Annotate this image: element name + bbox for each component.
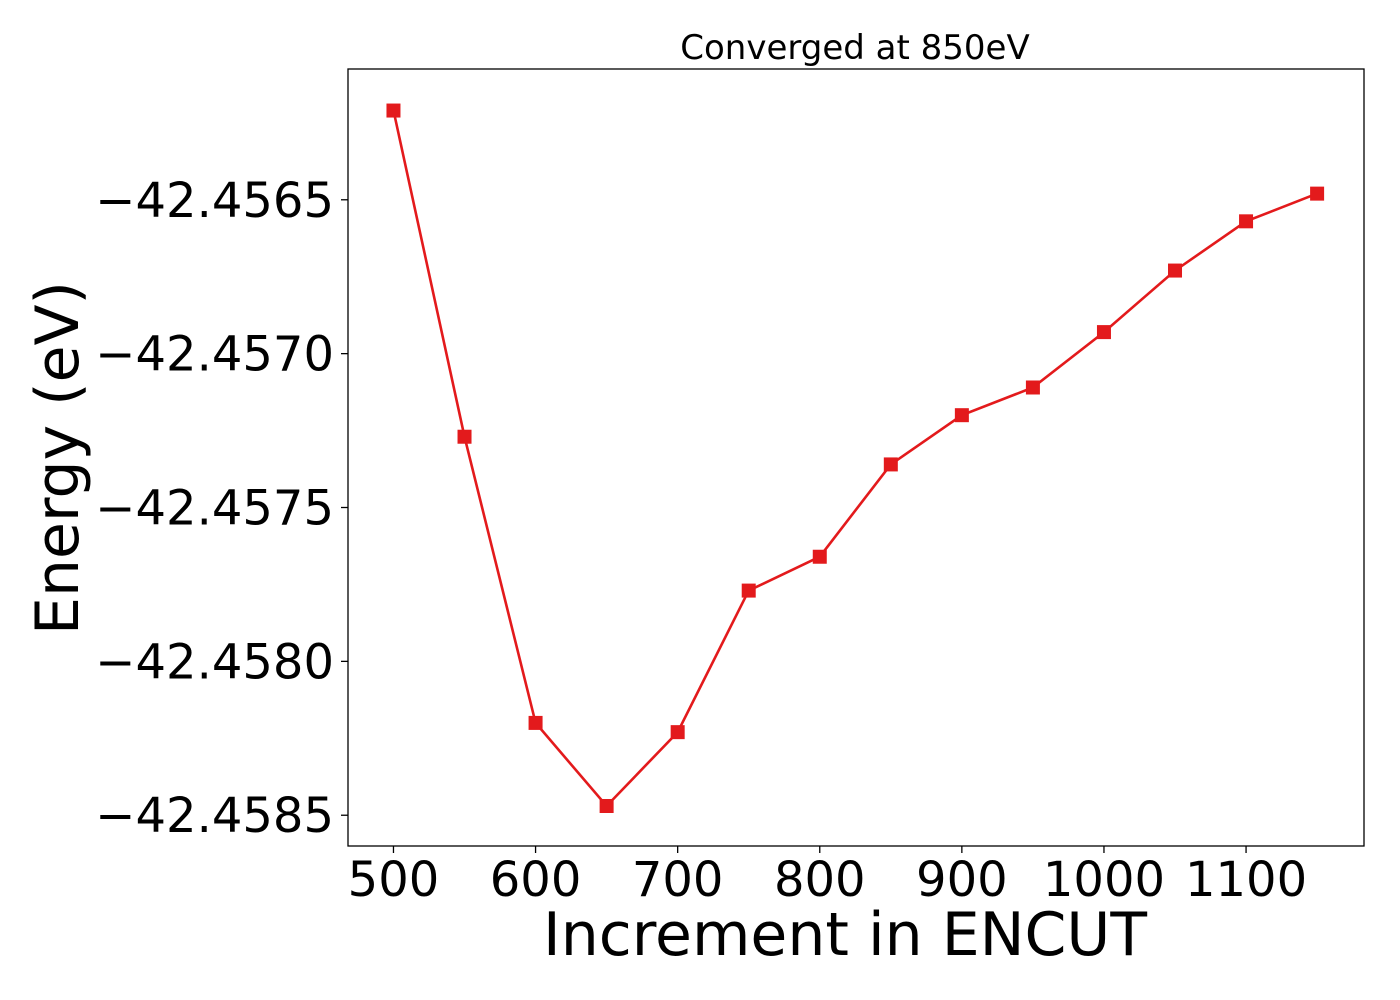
x-tick-label: 900 (916, 852, 1008, 908)
y-tick-label: −42.4585 (95, 788, 334, 844)
data-point-marker (457, 429, 472, 444)
chart-title: Converged at 850eV (680, 28, 1029, 68)
data-point-marker (1096, 325, 1111, 340)
data-point-marker (812, 549, 827, 564)
y-axis: −42.4565 −42.4570 −42.4575 −42.4580 −42.4585 (95, 173, 348, 844)
data-point-marker (670, 725, 685, 740)
x-axis: 500 600 700 800 900 1000 1100 (348, 846, 1307, 908)
y-tick-label: −42.4575 (95, 481, 334, 537)
data-point-marker (1168, 263, 1183, 278)
x-tick-label: 500 (348, 852, 440, 908)
series-markers (386, 103, 1325, 813)
x-tick-label: 600 (490, 852, 582, 908)
y-axis-label: Energy (eV) (23, 281, 93, 635)
x-axis-label: Increment in ENCUT (543, 900, 1147, 970)
data-point-marker (528, 715, 543, 730)
x-tick-label: 700 (632, 852, 724, 908)
data-point-marker (599, 798, 614, 813)
x-tick-label: 1000 (1043, 852, 1165, 908)
data-point-marker (954, 408, 969, 423)
data-point-marker (1310, 186, 1325, 201)
data-point-marker (1239, 214, 1254, 229)
x-tick-label: 800 (774, 852, 866, 908)
data-point-marker (1025, 380, 1040, 395)
data-point-marker (741, 583, 756, 598)
series-line (392, 110, 1318, 808)
x-tick-label: 1100 (1185, 852, 1307, 908)
plot-area (347, 68, 1365, 847)
y-tick-label: −42.4580 (95, 634, 334, 690)
y-tick-label: −42.4565 (95, 173, 334, 229)
data-point-marker (386, 103, 401, 118)
data-point-marker (883, 457, 898, 472)
y-tick-label: −42.4570 (95, 327, 334, 383)
